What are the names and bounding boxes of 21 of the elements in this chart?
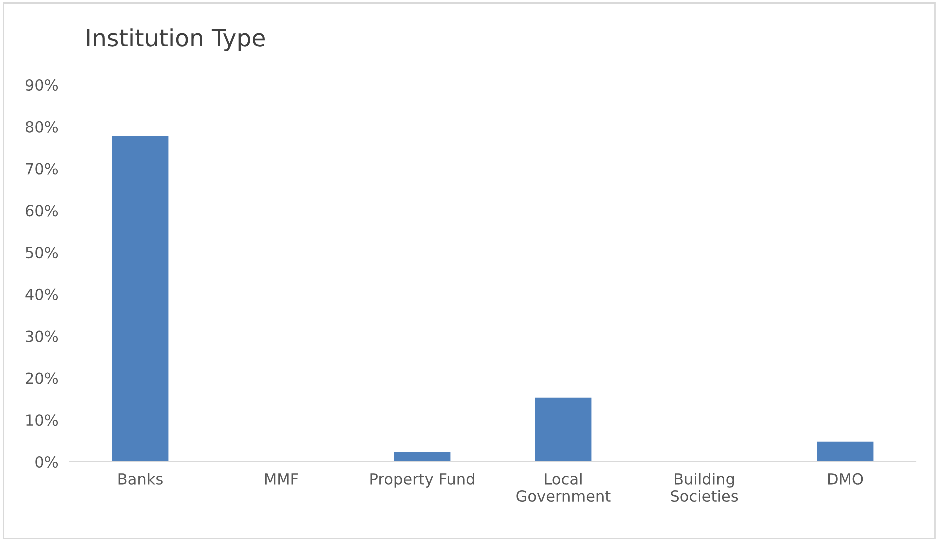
bar <box>817 442 874 462</box>
y-tick-label: 70% <box>26 163 58 175</box>
x-tick-label: MMF <box>265 474 298 485</box>
x-tick-label: Building Societies <box>671 473 738 502</box>
x-tick-label: Local Government <box>516 473 611 502</box>
chart-title: Institution Type <box>87 28 265 52</box>
bar <box>394 452 451 462</box>
bar <box>535 398 592 462</box>
y-tick-label: 30% <box>26 330 58 342</box>
y-tick-label: 10% <box>26 414 58 426</box>
y-tick-label: 0% <box>36 456 58 468</box>
x-tick-label: Banks <box>118 473 163 485</box>
y-tick-label: 90% <box>26 79 58 92</box>
x-tick-label: DMO <box>828 473 864 485</box>
bar <box>112 136 169 462</box>
y-tick-label: 80% <box>26 121 58 133</box>
x-tick-label: Property Fund <box>370 473 474 488</box>
y-tick-label: 60% <box>26 205 58 217</box>
y-tick-label: 20% <box>26 372 58 384</box>
y-tick-label: 40% <box>26 288 58 300</box>
y-tick-label: 50% <box>26 247 58 259</box>
